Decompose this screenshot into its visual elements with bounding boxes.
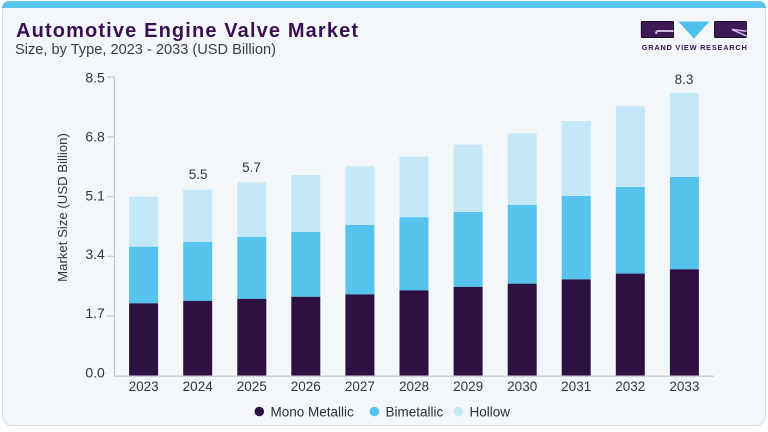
svg-text:0.0: 0.0 <box>85 365 105 381</box>
svg-text:2032: 2032 <box>615 379 645 394</box>
svg-text:2031: 2031 <box>561 379 591 394</box>
svg-text:2024: 2024 <box>183 379 214 394</box>
svg-text:2025: 2025 <box>237 379 267 394</box>
svg-text:5.5: 5.5 <box>189 167 208 182</box>
svg-text:2023: 2023 <box>129 379 159 394</box>
svg-text:1.7: 1.7 <box>85 305 105 321</box>
svg-text:8.5: 8.5 <box>85 69 105 85</box>
svg-text:5.7: 5.7 <box>242 160 261 175</box>
svg-text:6.8: 6.8 <box>85 128 105 144</box>
svg-text:2028: 2028 <box>399 379 429 394</box>
svg-text:2026: 2026 <box>291 379 321 394</box>
svg-text:5.1: 5.1 <box>85 187 105 203</box>
svg-text:2029: 2029 <box>453 379 483 394</box>
svg-text:2033: 2033 <box>669 379 699 394</box>
svg-text:Market Size (USD Billion): Market Size (USD Billion) <box>55 133 70 282</box>
svg-text:GRAND VIEW RESEARCH: GRAND VIEW RESEARCH <box>642 43 747 52</box>
svg-text:3.4: 3.4 <box>85 246 105 262</box>
svg-text:Bimetallic: Bimetallic <box>386 405 444 420</box>
svg-text:Hollow: Hollow <box>470 405 511 420</box>
svg-text:8.3: 8.3 <box>675 72 694 87</box>
svg-text:Mono Metallic: Mono Metallic <box>271 405 355 420</box>
svg-text:2030: 2030 <box>507 379 537 394</box>
svg-text:2027: 2027 <box>345 379 375 394</box>
